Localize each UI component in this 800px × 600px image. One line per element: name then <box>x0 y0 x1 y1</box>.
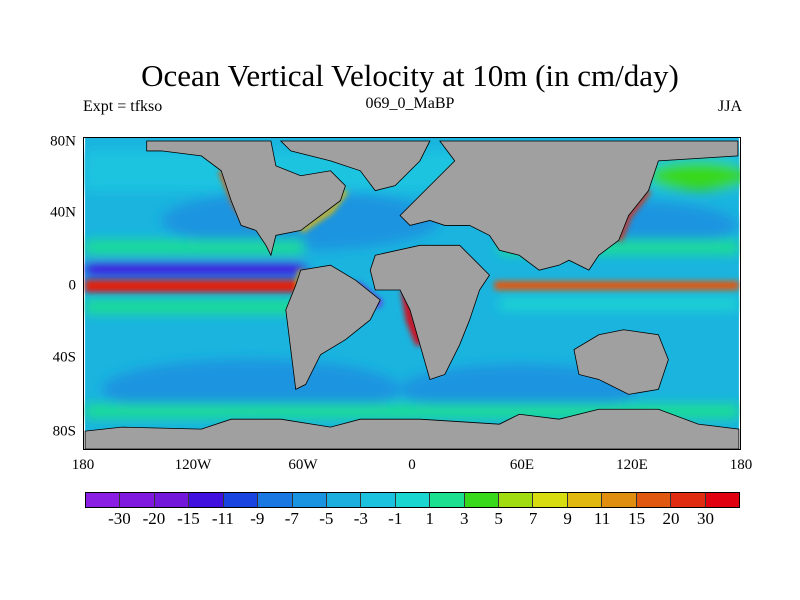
colorbar-label: -5 <box>319 509 334 528</box>
colorbar-label: -20 <box>142 509 166 528</box>
colorbar-box <box>189 493 224 507</box>
colorbar-box <box>464 493 500 507</box>
lat-label-eq: 0 <box>68 277 77 294</box>
colorbar-label: -3 <box>353 509 368 528</box>
africa <box>369 244 491 380</box>
lon-label-60w: 60W <box>288 457 318 473</box>
colorbar-label: -9 <box>250 509 265 528</box>
lon-label-60e: 60E <box>509 457 535 473</box>
colorbar-box <box>292 493 327 507</box>
colorbar-label: -30 <box>108 509 131 528</box>
lon-label-180w: 180 <box>71 457 95 473</box>
colorbar-label: 1 <box>425 509 434 528</box>
colorbar-label: -7 <box>284 509 299 528</box>
colorbar-box <box>395 493 431 507</box>
lat-label-40n: 40N <box>50 204 76 221</box>
colorbar-box <box>120 493 155 507</box>
greenland <box>279 140 431 192</box>
australia <box>573 329 669 395</box>
plot-title: Ocean Vertical Velocity at 10m (in cm/da… <box>141 58 679 93</box>
colorbar-label: -1 <box>388 509 403 528</box>
ocean-velocity-map <box>83 137 748 450</box>
colorbar-label: 20 <box>662 509 680 528</box>
colorbar-box <box>636 493 672 507</box>
colorbar-label: 9 <box>563 509 572 528</box>
colorbar-label: 30 <box>697 509 715 528</box>
colorbar-box <box>705 493 740 507</box>
colorbar-label: 5 <box>494 509 503 528</box>
land-mask <box>84 140 740 450</box>
south-america <box>285 264 381 390</box>
colorbar-label: 11 <box>593 509 611 528</box>
colorbar-box <box>154 493 190 507</box>
season-label: JJA <box>717 98 742 115</box>
colorbar-label: -11 <box>211 509 234 528</box>
lon-label-0: 0 <box>408 457 416 473</box>
colorbar-label: -15 <box>177 509 200 528</box>
colorbar-box <box>602 493 637 507</box>
case-label: 069_0_MaBP <box>365 95 455 112</box>
antarctica <box>84 408 740 450</box>
colorbar-box <box>326 493 362 507</box>
colorbar-box <box>671 493 706 507</box>
colorbar-box <box>567 493 603 507</box>
colorbar-label: 7 <box>528 509 538 528</box>
experiment-label: Expt = tfkso <box>83 98 163 115</box>
colorbar-box <box>258 493 293 507</box>
colorbar-label: 15 <box>628 509 646 528</box>
colorbar-box <box>533 493 568 507</box>
colorbar <box>85 492 740 508</box>
colorbar-box <box>86 493 121 507</box>
colorbar-box <box>430 493 465 507</box>
north-america <box>146 140 346 257</box>
colorbar-box <box>499 493 534 507</box>
colorbar-box <box>361 493 396 507</box>
lat-label-80s: 80S <box>52 423 76 440</box>
colorbar-box <box>223 493 259 507</box>
eurasia <box>399 140 739 271</box>
lon-label-120e: 120E <box>616 457 648 473</box>
lon-label-180e: 180 <box>729 457 753 473</box>
lat-label-40s: 40S <box>52 349 76 366</box>
lat-label-80n: 80N <box>50 133 76 150</box>
colorbar-label: 3 <box>459 509 469 528</box>
lon-label-120w: 120W <box>174 457 212 473</box>
